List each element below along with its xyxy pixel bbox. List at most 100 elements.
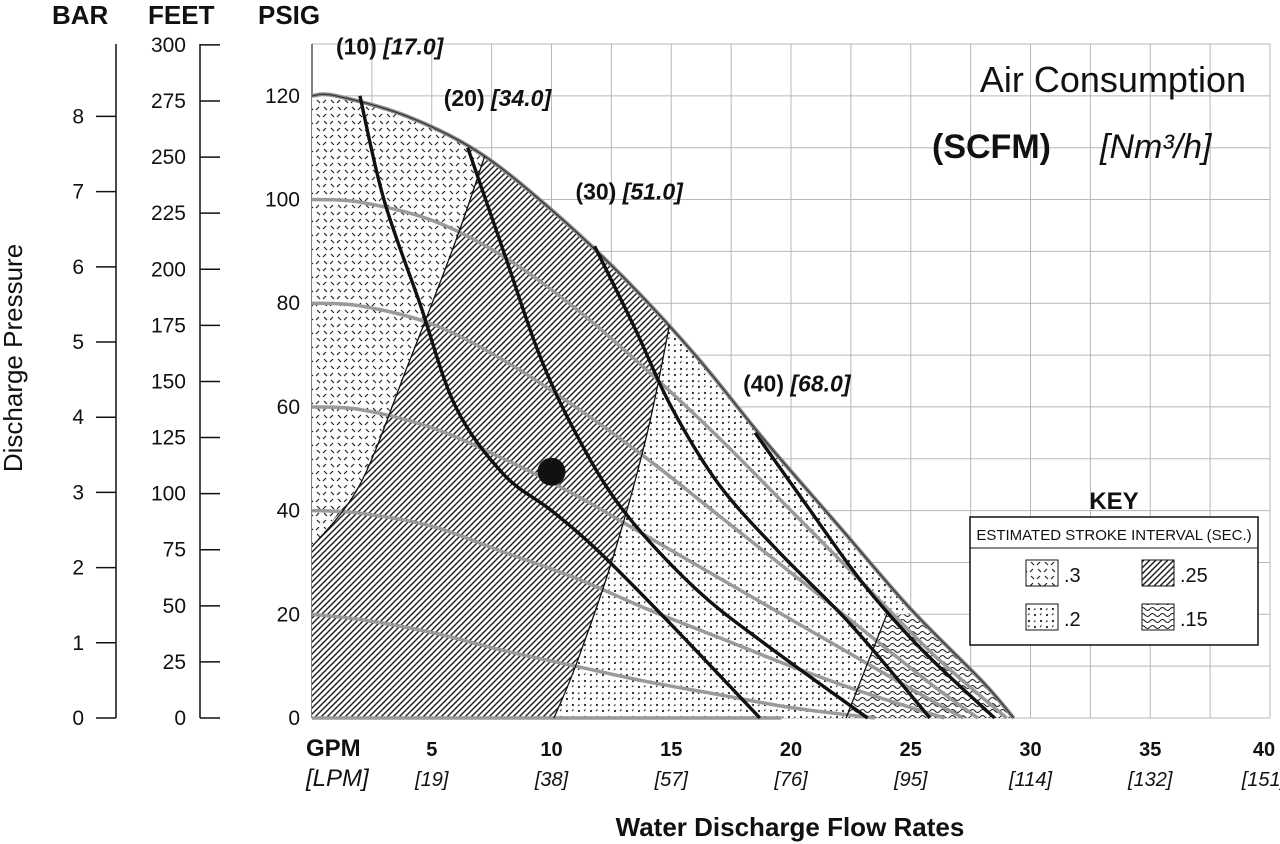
performance-curve xyxy=(311,405,965,720)
psig-tick-label: 100 xyxy=(265,189,300,212)
air-curve-label-scfm: (30) xyxy=(575,179,622,205)
lpm-tick-label: [19] xyxy=(414,769,449,791)
lpm-unit-label: [LPM] xyxy=(305,765,370,792)
legend-subtitle: ESTIMATED STROKE INTERVAL (SEC.) xyxy=(976,527,1251,544)
feet-axis-title: FEET xyxy=(148,0,215,30)
bar-ticks: 0 1 2 3 4 5 6 7 8 xyxy=(72,105,116,730)
air-consumption-curves xyxy=(358,95,996,720)
bar-tick-label: 4 xyxy=(72,406,84,429)
feet-tick-label: 100 xyxy=(151,483,186,506)
envelope-outline xyxy=(311,93,1015,719)
legend-label-15: .15 xyxy=(1180,609,1208,631)
chart-subtitle-scfm: (SCFM) xyxy=(932,128,1051,166)
x-axis-label: Water Discharge Flow Rates xyxy=(616,812,965,842)
air-curve-label: (40) [68.0] xyxy=(743,370,852,396)
gpm-tick-label: 10 xyxy=(540,739,562,761)
lpm-tick-label: [38] xyxy=(534,769,569,791)
lpm-tick-label: [151] xyxy=(1241,769,1280,791)
air-consumption-curve xyxy=(358,95,762,720)
feet-tick-label: 50 xyxy=(163,595,186,618)
air-consumption-curve xyxy=(593,245,932,720)
air-consumption-curve xyxy=(466,147,869,720)
gpm-tick-label: 5 xyxy=(426,739,437,761)
air-curve-label: (30) [51.0] xyxy=(575,179,684,205)
bar-tick-label: 3 xyxy=(72,481,84,504)
bar-axis-title: BAR xyxy=(52,0,109,30)
legend: KEY ESTIMATED STROKE INTERVAL (SEC.) .3 … xyxy=(969,488,1259,646)
psig-tick-label: 80 xyxy=(277,292,300,315)
air-curve-label-scfm: (10) xyxy=(336,33,383,59)
legend-label-25: .25 xyxy=(1180,565,1208,587)
lpm-tick-label: [95] xyxy=(893,769,928,791)
air-curve-label-scfm: (20) xyxy=(444,85,491,111)
y-axis-label: Discharge Pressure xyxy=(0,244,28,472)
lpm-tick-label: [132] xyxy=(1127,769,1173,791)
chart-title: Air Consumption xyxy=(980,59,1246,100)
feet-tick-label: 150 xyxy=(151,370,186,393)
legend-swatch-2 xyxy=(1025,603,1059,631)
air-curve-label-nm3h: [17.0] xyxy=(382,33,444,59)
feet-tick-label: 175 xyxy=(151,314,186,337)
gpm-tick-label: 40 xyxy=(1253,739,1275,761)
psig-tick-label: 0 xyxy=(288,707,300,730)
feet-ticks: 0 25 50 75 100 125 150 175 200 225 250 275 300 xyxy=(151,34,220,730)
psig-axis-title: PSIG xyxy=(258,0,320,30)
lpm-tick-label: [76] xyxy=(773,769,808,791)
feet-tick-label: 200 xyxy=(151,258,186,281)
air-consumption-labels: (10) [17.0](20) [34.0](30) [51.0](40) [6… xyxy=(336,33,852,396)
gpm-tick-label: 20 xyxy=(780,739,802,761)
bar-tick-label: 6 xyxy=(72,256,84,279)
bar-tick-label: 8 xyxy=(72,105,84,128)
feet-tick-label: 225 xyxy=(151,202,186,225)
gpm-unit-label: GPM xyxy=(306,735,361,762)
legend-swatch-15 xyxy=(1141,603,1175,631)
gpm-tick-label: 35 xyxy=(1139,739,1161,761)
bar-tick-label: 1 xyxy=(72,632,84,655)
gpm-tick-label: 30 xyxy=(1019,739,1041,761)
feet-tick-label: 300 xyxy=(151,34,186,57)
operating-point-marker xyxy=(537,457,566,486)
air-curve-label: (20) [34.0] xyxy=(444,85,553,111)
lpm-tick-label: [57] xyxy=(654,769,689,791)
legend-label-2: .2 xyxy=(1064,609,1081,631)
legend-swatch-3 xyxy=(1025,559,1059,587)
psig-tick-label: 40 xyxy=(277,500,300,523)
gpm-tick-label: 15 xyxy=(660,739,682,761)
air-curve-label-nm3h: [34.0] xyxy=(490,85,552,111)
air-curve-label-nm3h: [68.0] xyxy=(789,370,851,396)
chart-subtitle-nm3h: [Nm³/h] xyxy=(1099,128,1213,166)
feet-tick-label: 75 xyxy=(163,539,186,562)
legend-label-3: .3 xyxy=(1064,565,1081,587)
feet-tick-label: 125 xyxy=(151,427,186,450)
psig-tick-label: 120 xyxy=(265,85,300,108)
legend-swatch-25 xyxy=(1141,559,1175,587)
gpm-tick-label: 25 xyxy=(900,739,922,761)
lpm-tick-label: [114] xyxy=(1008,769,1052,791)
feet-tick-label: 0 xyxy=(174,707,186,730)
psig-ticks: 0 20 40 60 80 100 120 xyxy=(265,85,300,730)
zone-fill-3 xyxy=(312,94,490,718)
performance-curve xyxy=(311,197,1008,720)
legend-box xyxy=(969,516,1259,646)
performance-curves xyxy=(311,92,1016,720)
bar-tick-label: 0 xyxy=(72,707,84,730)
x-ticks: 5 [19] 10 [38] 15 [57] 20 [76] 25 [95] 30 [114] 35 [1… xyxy=(414,739,1280,791)
bar-tick-label: 2 xyxy=(72,557,84,580)
air-curve-label-nm3h: [51.0] xyxy=(622,179,684,205)
air-curve-label: (10) [17.0] xyxy=(336,33,445,59)
performance-curve xyxy=(311,301,979,720)
feet-tick-label: 25 xyxy=(163,651,186,674)
feet-tick-label: 275 xyxy=(151,90,186,113)
performance-curve xyxy=(311,508,945,720)
air-consumption-curve xyxy=(753,431,996,720)
legend-title: KEY xyxy=(1089,488,1138,515)
psig-tick-label: 20 xyxy=(277,603,300,626)
air-curve-label-scfm: (40) xyxy=(743,370,790,396)
zone-boundary-line xyxy=(845,614,888,719)
zone-boundary-line xyxy=(312,142,490,548)
bar-tick-label: 5 xyxy=(72,331,84,354)
psig-tick-label: 60 xyxy=(277,396,300,419)
bar-tick-label: 7 xyxy=(72,181,84,204)
feet-tick-label: 250 xyxy=(151,146,186,169)
